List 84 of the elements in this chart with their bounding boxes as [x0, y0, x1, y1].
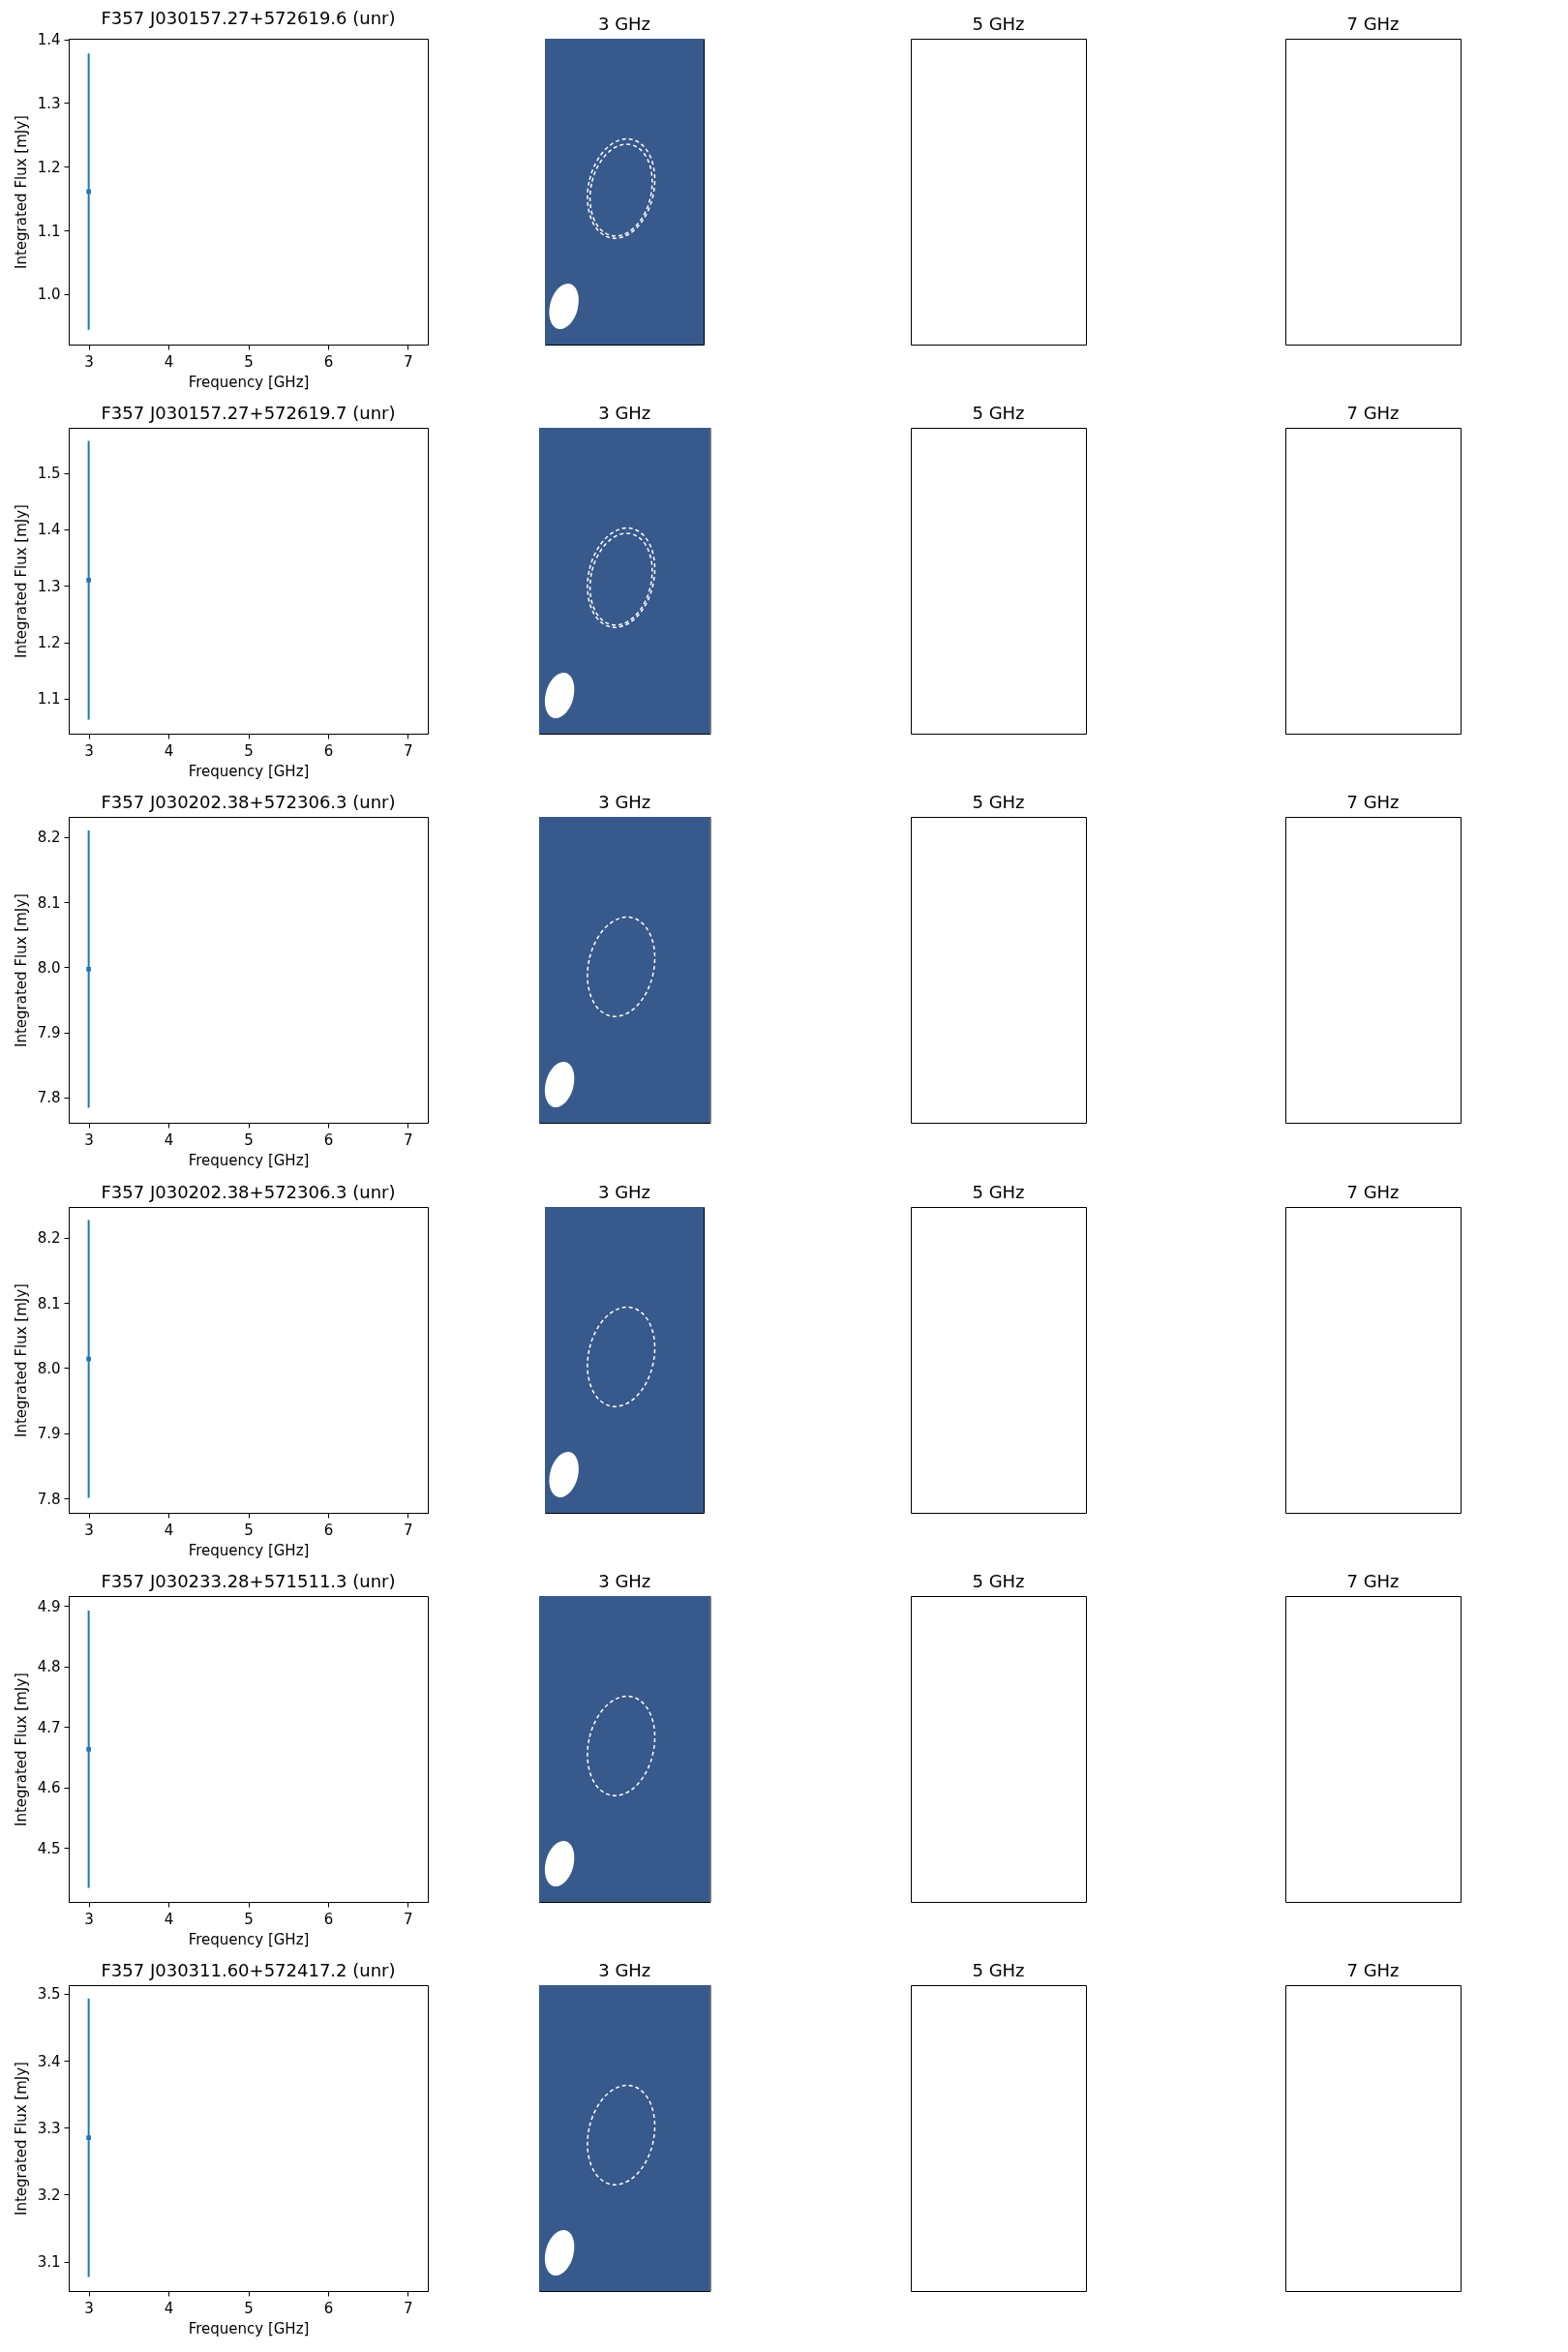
- x-tick-label: 7: [404, 741, 413, 760]
- x-tick-label: 6: [323, 1131, 334, 1149]
- y-tick-label: 7.8: [37, 1490, 61, 1508]
- x-tick-label: 7: [404, 1521, 413, 1539]
- text: 7 GHz: [1346, 1181, 1400, 1202]
- x-axis-title: Frequency [GHz]: [188, 762, 310, 780]
- y-tick-label: 8.2: [37, 1228, 61, 1247]
- y-tick-label: 4.6: [37, 1779, 61, 1797]
- y-axis-title: Integrated Flux [mJy]: [12, 893, 30, 1048]
- y-tick-label: 8.1: [37, 1294, 61, 1312]
- x-tick-label: 3: [84, 1521, 95, 1539]
- chart-title: F357 J030202.38+572306.3 (unr): [101, 1181, 396, 1202]
- x-axis-title: Frequency [GHz]: [188, 2319, 310, 2337]
- x-tick-label: 5: [244, 1910, 255, 1928]
- y-axis-title: Integrated Flux [mJy]: [12, 1672, 30, 1826]
- x-tick-label: 7: [404, 1910, 413, 1928]
- y-tick-label: 3.4: [37, 2052, 61, 2070]
- x-axis-title: Frequency [GHz]: [188, 1930, 310, 1948]
- x-tick-label: 7: [404, 1131, 413, 1149]
- y-tick-label: 7.9: [37, 1024, 61, 1042]
- y-tick-label: 3.3: [37, 2119, 61, 2137]
- text: 7 GHz: [1346, 1960, 1400, 1981]
- x-tick-label: 4: [165, 1131, 174, 1149]
- text: 7 GHz: [1346, 13, 1400, 34]
- x-tick-label: 7: [404, 2299, 413, 2317]
- x-tick-label: 6: [323, 741, 334, 760]
- y-tick-label: 1.3: [37, 577, 61, 595]
- x-tick-label: 6: [323, 1910, 334, 1928]
- y-tick-label: 3.5: [37, 1985, 61, 2004]
- y-axis-title: Integrated Flux [mJy]: [12, 2062, 30, 2216]
- y-tick-label: 8.1: [37, 893, 61, 912]
- text: 5 GHz: [972, 1960, 1025, 1981]
- text: 3 GHz: [597, 1960, 650, 1981]
- text: 7 GHz: [1346, 403, 1400, 423]
- x-tick-label: 4: [165, 2299, 174, 2317]
- text: 5 GHz: [972, 1181, 1025, 1202]
- x-tick-label: 3: [84, 741, 95, 760]
- chart-title: F357 J030233.28+571511.3 (unr): [101, 1570, 396, 1591]
- x-tick-label: 6: [323, 1521, 334, 1539]
- y-tick-label: 7.8: [37, 1089, 61, 1107]
- text: 3 GHz: [597, 1181, 651, 1202]
- y-tick-label: 1.2: [37, 634, 61, 652]
- chart-title: F357 J030157.27+572619.7 (unr): [101, 403, 396, 423]
- text: 3 GHz: [597, 13, 651, 34]
- y-tick-label: 4.5: [37, 1839, 61, 1857]
- y-axis-title: Integrated Flux [mJy]: [12, 1282, 30, 1437]
- y-tick-label: 4.7: [37, 1718, 61, 1736]
- text: 5 GHz: [972, 1570, 1025, 1591]
- x-tick-label: 5: [244, 1131, 255, 1149]
- y-tick-label: 8.2: [37, 829, 61, 847]
- y-tick-label: 4.9: [37, 1597, 61, 1615]
- text: 5 GHz: [972, 13, 1025, 34]
- x-tick-label: 3: [84, 1131, 95, 1149]
- x-tick-label: 5: [244, 1521, 255, 1539]
- text: 7 GHz: [1346, 792, 1400, 813]
- y-tick-label: 8.0: [37, 959, 61, 978]
- y-tick-label: 1.5: [37, 465, 61, 483]
- x-tick-label: 5: [244, 2299, 255, 2317]
- text: 7 GHz: [1346, 1570, 1400, 1591]
- text: 5 GHz: [972, 792, 1025, 813]
- x-tick-label: 4: [165, 1910, 174, 1928]
- x-tick-label: 3: [84, 2299, 95, 2317]
- y-tick-label: 3.1: [37, 2253, 61, 2272]
- chart-title: F357 J030202.38+572306.3 (unr): [101, 792, 396, 813]
- x-tick-label: 6: [323, 2299, 334, 2317]
- y-tick-label: 7.9: [37, 1424, 61, 1442]
- x-tick-label: 4: [165, 1521, 174, 1539]
- y-tick-label: 8.0: [37, 1359, 61, 1377]
- x-tick-label: 4: [165, 741, 174, 760]
- y-axis-title: Integrated Flux [mJy]: [12, 504, 30, 658]
- y-tick-label: 4.8: [37, 1657, 61, 1675]
- x-tick-label: 3: [84, 1910, 95, 1928]
- x-axis-title: Frequency [GHz]: [188, 1541, 310, 1559]
- text: 3 GHz: [597, 792, 650, 813]
- x-axis-title: Frequency [GHz]: [188, 1151, 310, 1169]
- chart-title: F357 J030311.60+572417.2 (unr): [101, 1960, 396, 1981]
- x-tick-label: 5: [244, 741, 255, 760]
- y-tick-label: 1.1: [37, 690, 61, 709]
- text: 3 GHz: [597, 403, 650, 423]
- text: 5 GHz: [972, 403, 1025, 423]
- y-tick-label: 1.4: [37, 521, 61, 539]
- text: 3 GHz: [597, 1570, 650, 1591]
- y-tick-label: 3.2: [37, 2186, 61, 2205]
- x-tick-label: 7: [404, 352, 413, 371]
